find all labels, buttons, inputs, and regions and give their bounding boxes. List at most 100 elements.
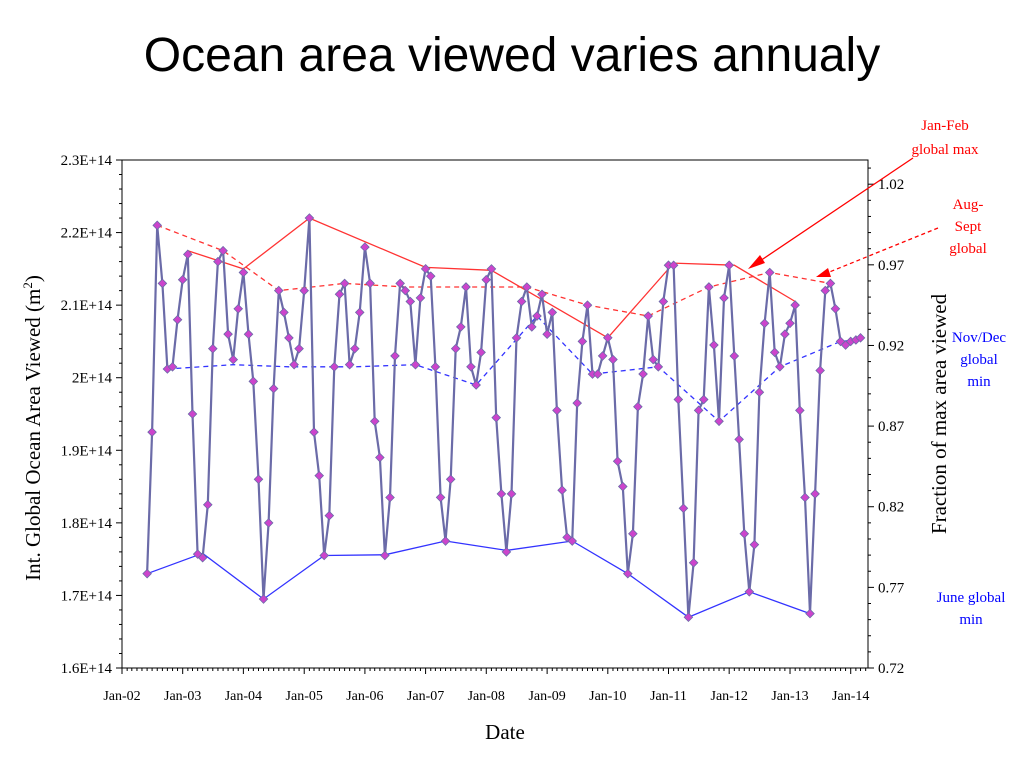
data-point: [567, 536, 578, 546]
data-point: [273, 285, 284, 296]
x-tick-label: Jan-07: [407, 689, 444, 704]
data-point: [617, 481, 628, 492]
x-tick-label: Jan-08: [468, 689, 505, 704]
data-point: [622, 568, 633, 579]
data-point: [182, 249, 193, 260]
data-point: [769, 347, 780, 358]
y-tick-label: 1.6E+14: [61, 661, 113, 677]
data-point: [435, 492, 446, 503]
y2-axis-label: Fraction of max area viewed: [927, 293, 951, 534]
data-point: [263, 518, 274, 528]
x-tick-label: Jan-14: [832, 689, 869, 704]
data-point: [334, 289, 345, 300]
data-point: [360, 242, 370, 252]
data-point: [825, 278, 836, 289]
data-point: [354, 307, 365, 318]
y2-tick-label: 0.92: [878, 338, 904, 354]
data-point: [172, 314, 183, 325]
data-point: [152, 220, 163, 231]
data-point: [800, 492, 810, 503]
y-tick-label: 1.9E+14: [61, 443, 113, 459]
data-point: [658, 296, 669, 307]
data-point: [430, 362, 441, 372]
data-point: [440, 536, 451, 546]
data-point: [213, 256, 223, 267]
series-line: [146, 218, 861, 618]
data-point: [552, 405, 562, 416]
y-tick-label: 1.7E+14: [61, 588, 113, 604]
data-point: [668, 260, 679, 271]
data-point: [420, 264, 431, 274]
data-point: [633, 401, 643, 412]
y-tick-label: 2.1E+14: [61, 298, 113, 314]
data-point: [476, 347, 486, 358]
data-point: [253, 474, 264, 485]
data-point: [704, 282, 714, 292]
data-point: [754, 387, 765, 398]
data-point: [597, 351, 608, 361]
series-line: [146, 540, 811, 618]
data-point: [506, 489, 517, 499]
x-tick-label: Jan-03: [164, 689, 201, 704]
data-point: [294, 343, 304, 354]
data-point: [228, 354, 239, 365]
data-point: [279, 307, 289, 318]
annotation-text: min: [959, 612, 983, 628]
y-axis-label-close: ): [21, 275, 45, 282]
x-tick-label: Jan-09: [528, 689, 565, 704]
data-point: [582, 300, 593, 310]
annotation-text: Jan-Feb: [921, 118, 969, 134]
x-tick-label: Jan-04: [225, 689, 262, 704]
arrowhead-jan-feb: [748, 255, 765, 269]
y2-axis-ticks: 0.72 0.77 0.82 0.87 0.92 0.97 1.02: [868, 167, 905, 677]
data-point: [653, 362, 664, 372]
annotation-text: Nov/Dec: [952, 330, 1006, 346]
data-point: [481, 274, 492, 285]
arrowhead-aug-sept: [816, 268, 831, 277]
data-point: [592, 369, 603, 379]
data-point: [202, 499, 213, 510]
data-point: [314, 470, 325, 481]
data-point: [820, 285, 831, 296]
data-point: [491, 412, 502, 423]
data-point: [790, 300, 800, 310]
data-point: [516, 296, 527, 307]
data-point: [445, 474, 456, 485]
data-point: [243, 329, 254, 340]
data-point: [410, 359, 421, 370]
data-point: [612, 456, 623, 466]
annotation-text: global max: [911, 142, 979, 158]
data-point: [284, 333, 294, 343]
data-point: [542, 329, 552, 340]
data-point: [400, 285, 411, 296]
y2-tick-label: 0.97: [878, 258, 905, 274]
data-point: [648, 354, 659, 365]
data-point: [395, 278, 405, 289]
data-point: [177, 274, 188, 285]
data-point: [365, 278, 375, 289]
data-point: [268, 383, 279, 394]
annotation-text: Sept: [955, 219, 983, 235]
slide-title: Ocean area viewed varies annualy: [143, 29, 881, 82]
annotation-text: min: [967, 374, 991, 390]
data-point: [157, 278, 168, 289]
data-point: [511, 333, 522, 343]
y-tick-label: 2E+14: [72, 371, 113, 387]
x-tick-label: Jan-13: [771, 689, 808, 704]
data-point: [501, 547, 512, 557]
annotation-text: global: [960, 352, 998, 368]
data-point: [456, 322, 466, 332]
data-point: [187, 409, 198, 419]
data-point: [698, 394, 709, 405]
y2-tick-label: 0.77: [878, 580, 905, 596]
annotation-text: Aug-: [953, 197, 984, 213]
data-point: [349, 343, 360, 354]
data-point: [587, 369, 598, 379]
data-point: [830, 303, 841, 314]
y-tick-label: 1.8E+14: [61, 516, 113, 532]
data-point: [223, 329, 233, 339]
data-point: [775, 362, 785, 372]
data-point: [795, 405, 805, 416]
data-point: [522, 282, 532, 292]
